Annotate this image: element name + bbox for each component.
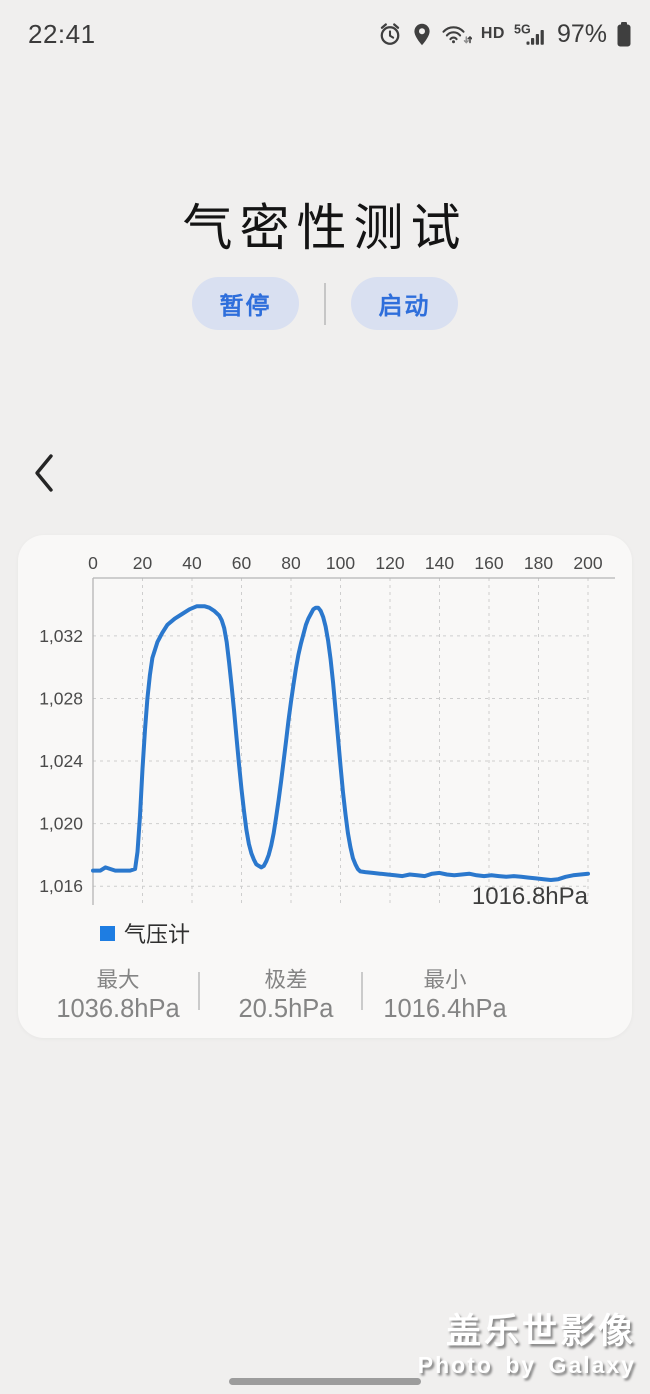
battery-percent: 97%	[556, 19, 607, 48]
legend-marker-square	[100, 925, 115, 941]
signal-5g-icon: 5G	[514, 22, 548, 47]
galaxy-watermark: 盖乐世影像 Photo by Galaxy	[418, 1312, 636, 1379]
stat-max-label: 最大	[96, 968, 140, 992]
legend-label: 气压计	[124, 922, 191, 947]
stat-range-label: 极差	[264, 968, 308, 992]
status-icons: HD 5G 97%	[377, 20, 632, 49]
home-indicator-bar[interactable]	[229, 1378, 421, 1385]
stat-min-value: 1016.4hPa	[383, 995, 507, 1023]
test-controls: 暂停 启动	[0, 277, 650, 330]
svg-text:100: 100	[326, 553, 355, 573]
svg-text:120: 120	[375, 553, 404, 573]
watermark-chinese: 盖乐世影像	[445, 1312, 636, 1351]
chart-legend: 气压计	[100, 917, 190, 949]
clock-time: 22:41	[28, 18, 96, 49]
svg-text:1,028: 1,028	[39, 688, 83, 708]
svg-text:1,032: 1,032	[39, 626, 83, 646]
alarm-icon	[377, 21, 403, 47]
stat-range-value: 20.5hPa	[238, 995, 334, 1023]
stat-range: 极差 20.5hPa	[186, 967, 386, 1025]
chevron-left-icon	[31, 452, 57, 497]
svg-text:200: 200	[573, 553, 602, 573]
stat-min: 最小 1016.4hPa	[345, 967, 545, 1025]
svg-text:180: 180	[524, 553, 553, 573]
hd-badge: HD	[480, 25, 505, 42]
location-icon	[412, 22, 432, 47]
svg-text:160: 160	[474, 553, 503, 573]
svg-text:60: 60	[232, 553, 252, 573]
svg-text:0: 0	[88, 553, 98, 573]
stat-min-label: 最小	[423, 968, 467, 992]
svg-text:1,020: 1,020	[39, 814, 83, 834]
page-title: 气密性测试	[182, 200, 468, 256]
watermark-english: Photo by Galaxy	[417, 1352, 636, 1378]
stats-divider	[198, 972, 200, 1010]
svg-text:5G: 5G	[514, 22, 531, 36]
svg-text:40: 40	[182, 553, 202, 573]
wifi-icon	[441, 22, 472, 47]
back-button[interactable]	[18, 448, 70, 500]
svg-text:140: 140	[425, 553, 454, 573]
pause-button[interactable]: 暂停	[192, 277, 299, 330]
stats-divider	[361, 972, 363, 1010]
battery-icon	[616, 21, 632, 48]
status-bar: 22:41	[0, 0, 650, 56]
svg-text:1016.8hPa: 1016.8hPa	[472, 883, 589, 910]
stat-max-value: 1036.8hPa	[56, 995, 180, 1023]
pressure-chart-card: 1,016 1,020 1,024 1,028 1,032 0 20 40 60 80 100 120…	[18, 535, 632, 1038]
svg-text:20: 20	[133, 553, 153, 573]
controls-divider	[324, 282, 326, 325]
chart-svg: 1,016 1,020 1,024 1,028 1,032 0 20 40 60 80 100 120…	[39, 553, 615, 910]
stat-max: 最大 1036.8hPa	[18, 967, 218, 1025]
svg-text:1,024: 1,024	[39, 751, 83, 771]
start-button[interactable]: 启动	[351, 277, 458, 330]
svg-text:80: 80	[281, 553, 301, 573]
svg-text:1,016: 1,016	[39, 876, 83, 896]
